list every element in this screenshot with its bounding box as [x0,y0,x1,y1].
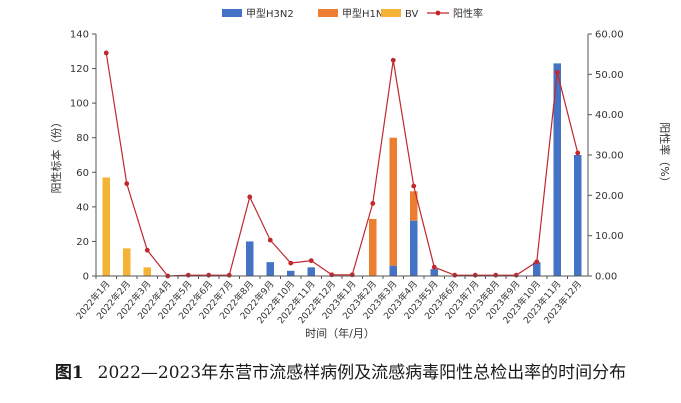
rate-point-7 [247,194,253,200]
y-tick-label-1: 20 [76,237,89,248]
bar-h1n1-13 [369,218,377,276]
legend-label-bv: BV [405,9,419,20]
bar-h3n2-16 [430,269,438,276]
influenza-chart: 甲型H3N2 甲型H1N1 BV 阳性率 0204060801001201400… [49,7,672,340]
rate-point-22 [554,69,560,75]
y-tick-label-2: 40 [76,202,89,213]
bar-h3n2-21 [533,262,541,276]
legend-marker-rate [435,10,441,16]
rate-point-0 [103,50,109,56]
legend-label-h3n2: 甲型H3N2 [246,7,294,20]
legend-label-h1n1: 甲型H1N1 [342,7,390,20]
rate-point-14 [390,57,396,63]
figure-label: 图1 [54,363,84,383]
y2-axis-title: 阳性率（%） [658,122,672,187]
positive-rate-line [105,52,579,277]
x-tick-labels: 2022年1月2022年2月2022年3月2022年4月2022年5月2022年… [73,278,584,326]
rate-point-9 [288,260,294,266]
rate-point-1 [124,181,130,187]
bar-h3n2-8 [266,262,274,276]
y-tick-label-6: 120 [70,64,89,75]
rate-point-4 [185,272,191,278]
legend-swatch-bv [381,9,401,17]
bar-h1n1-14 [389,137,397,266]
rate-point-23 [575,150,581,156]
legend-swatch-h3n2 [222,9,242,17]
bar-h3n2-10 [307,267,315,276]
y-tick-label-5: 100 [70,99,89,110]
rate-point-20 [513,272,519,278]
bar-h3n2-7 [246,241,254,276]
x-axis-title: 时间（年/月） [305,326,375,340]
figure-caption-text: 2022—2023年东营市流感样病例及流感病毒阳性总检出率的时间分布 [97,363,627,383]
y-tick-label-0: 0 [83,272,89,283]
rate-point-10 [308,258,314,264]
y-axis-title: 阳性标本（份） [49,117,63,194]
y-tick-label-4: 80 [76,133,89,144]
rate-point-2 [144,247,150,253]
axes: 0 20 40 60 80 100 120 140 0.00 10.00 20.00 30.00 40.… [70,30,624,283]
rate-point-16 [431,264,437,270]
legend-label-rate: 阳性率 [453,7,483,20]
bar-h3n2-9 [287,270,295,276]
bar-bv-2 [143,267,151,276]
rate-point-17 [452,272,458,278]
rate-point-13 [370,201,376,206]
legend: 甲型H3N2 甲型H1N1 BV 阳性率 [222,7,483,20]
rate-point-6 [226,272,232,278]
y2-tick-label-6: 60.00 [595,30,624,41]
bar-bv-1 [123,248,131,276]
legend-swatch-h1n1 [318,9,338,17]
y2-tick-label-4: 40.00 [595,110,624,121]
y2-tick-label-1: 10.00 [595,231,624,242]
y-tick-label-3: 60 [76,168,89,179]
bar-h3n2-15 [410,220,418,276]
figure-caption: 图1 2022—2023年东营市流感样病例及流感病毒阳性总检出率的时间分布 [0,358,681,383]
y2-tick-label-3: 30.00 [595,151,624,162]
bar-h3n2-23 [574,155,582,276]
y-tick-label-7: 140 [70,30,89,41]
bar-bv-0 [102,177,110,276]
rate-point-15 [411,183,417,189]
rate-point-21 [534,259,540,265]
y2-tick-label-0: 0.00 [595,272,617,283]
rate-point-19 [493,272,499,278]
rate-point-5 [206,272,212,278]
bar-h3n2-14 [389,265,397,276]
plot-area [102,50,582,279]
bar-h3n2-22 [553,63,561,276]
rate-point-18 [472,272,478,278]
y2-tick-label-2: 20.00 [595,191,624,202]
bar-h1n1-15 [410,191,418,221]
rate-point-8 [267,237,273,243]
y2-tick-label-5: 50.00 [595,70,624,81]
